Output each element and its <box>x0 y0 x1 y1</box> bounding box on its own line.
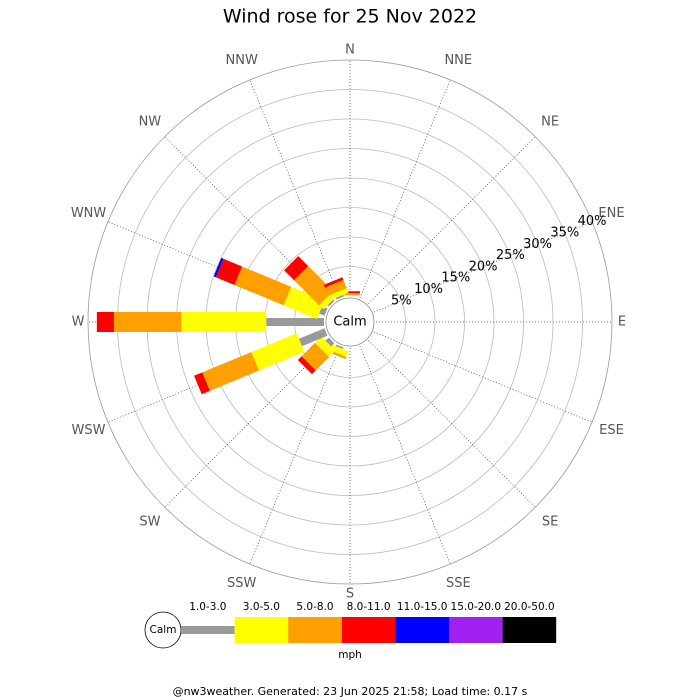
legend-swatch <box>449 617 503 643</box>
direction-label: ENE <box>598 206 624 221</box>
legend-swatch <box>234 617 289 643</box>
direction-label: S <box>346 587 354 602</box>
bar-segment <box>314 336 336 358</box>
legend-label: 15.0-20.0 <box>451 601 502 613</box>
r-tick-label: 5% <box>391 293 412 308</box>
bar-segment <box>297 356 316 375</box>
spoke <box>368 340 536 508</box>
spoke <box>164 340 332 508</box>
bar-segment <box>327 343 349 357</box>
calm-circle <box>325 297 375 347</box>
unit-label: mph <box>338 649 362 661</box>
bar-segment <box>340 294 360 296</box>
spoke <box>359 79 451 299</box>
bar-segment <box>181 312 267 332</box>
bar-segment <box>328 288 349 301</box>
legend-label: 11.0-15.0 <box>397 601 448 613</box>
bar-segment <box>325 337 335 347</box>
spoke <box>359 345 451 565</box>
direction-label: NNW <box>226 53 258 68</box>
direction-label: ESE <box>599 423 624 438</box>
bar-segment <box>234 266 292 306</box>
footer: @nw3weather. Generated: 23 Jun 2025 21:5… <box>173 685 528 698</box>
legend-swatch <box>341 617 396 643</box>
spoke <box>249 79 341 299</box>
direction-label: NNE <box>444 53 472 68</box>
direction-label: WSW <box>72 423 106 438</box>
legend-label: 5.0-8.0 <box>296 601 333 613</box>
spoke <box>249 345 341 565</box>
bar-segment <box>96 312 114 332</box>
r-tick-label: 25% <box>496 248 525 263</box>
bar-segment <box>294 266 334 306</box>
bar-segment <box>335 344 344 350</box>
r-tick-label: 15% <box>441 271 470 286</box>
direction-label: WNW <box>71 206 107 221</box>
legend-label: 8.0-11.0 <box>347 601 391 613</box>
bar-segment <box>298 328 328 347</box>
bar-segment <box>194 372 210 395</box>
bar-segment <box>113 312 182 332</box>
bar-segment <box>327 299 335 307</box>
legend-swatch <box>288 617 342 643</box>
grid-ring <box>87 59 613 585</box>
legend-swatch <box>395 617 449 643</box>
bar-segment <box>215 258 243 285</box>
legend-swatch <box>181 626 235 634</box>
direction-label: NE <box>541 114 559 129</box>
r-tick-label: 35% <box>550 226 579 241</box>
spoke <box>373 221 593 313</box>
direction-label: N <box>345 43 355 58</box>
legend-label: 3.0-5.0 <box>243 601 280 613</box>
direction-label: SSE <box>446 576 471 591</box>
bar-segment <box>335 294 344 300</box>
direction-label: SE <box>542 515 558 530</box>
bar-segment <box>284 256 309 281</box>
legend-label: 20.0-50.0 <box>504 601 555 613</box>
legend-calm-label: Calm <box>150 624 177 636</box>
spoke <box>368 136 536 304</box>
spoke <box>373 331 593 423</box>
r-tick-label: 10% <box>414 282 443 297</box>
r-tick-label: 20% <box>469 259 498 274</box>
direction-label: SSW <box>227 576 257 591</box>
bar-segment <box>251 333 305 371</box>
chart-title: Wind rose for 25 Nov 2022 <box>223 6 477 28</box>
calm-label: Calm <box>333 315 366 330</box>
bar-segment <box>213 257 224 278</box>
legend-swatch <box>502 617 557 643</box>
direction-label: SW <box>139 515 160 530</box>
bar-segment <box>323 277 344 288</box>
bar-segment <box>266 318 324 326</box>
direction-label: W <box>72 315 85 330</box>
bar-segment <box>324 279 347 296</box>
r-tick-label: 40% <box>578 214 607 229</box>
bar-segment <box>301 342 330 371</box>
direction-label: E <box>618 315 626 330</box>
bar-segment <box>202 352 259 391</box>
bar-segment <box>318 306 328 316</box>
r-tick-label: 30% <box>523 237 552 252</box>
direction-label: NW <box>139 114 162 129</box>
bar-segment <box>283 286 325 320</box>
legend-label: 1.0-3.0 <box>189 601 226 613</box>
